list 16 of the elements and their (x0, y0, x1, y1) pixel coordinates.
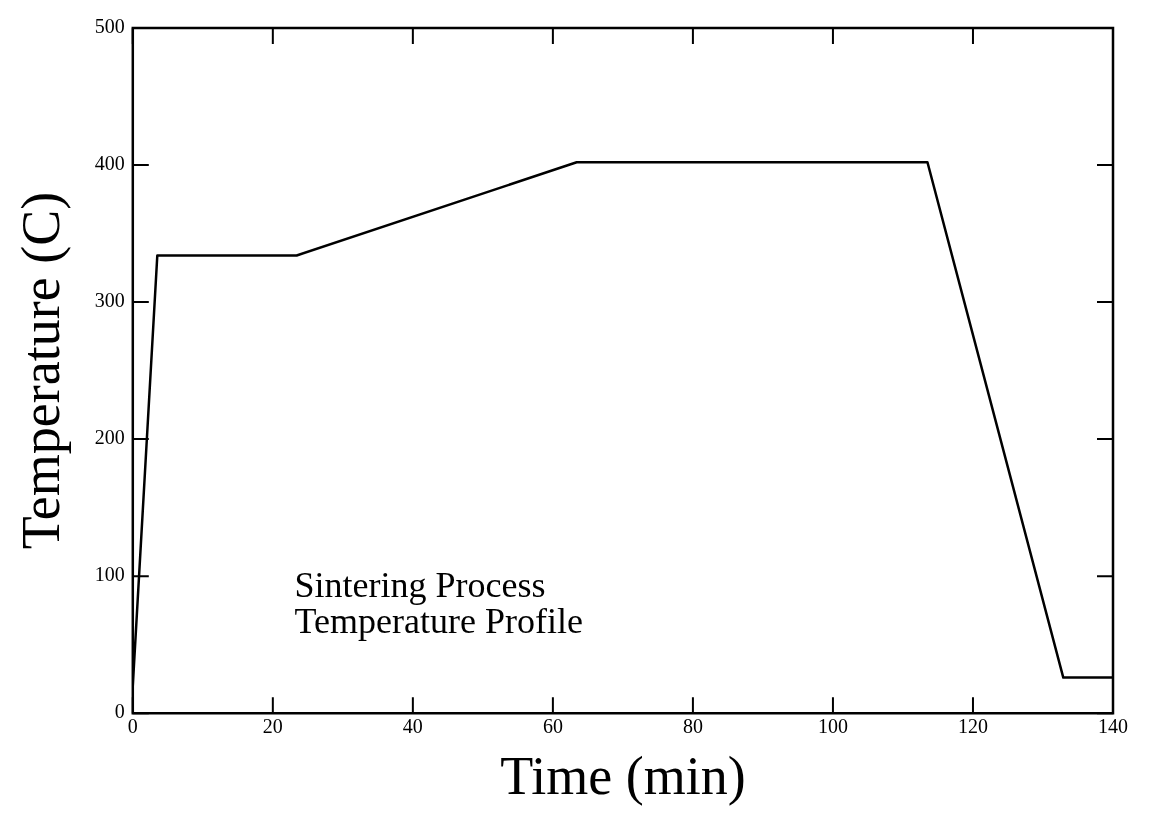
annotation: Sintering Process Temperature Profile (294, 564, 583, 641)
x-tick-label: 80 (682, 715, 703, 738)
x-tick-label: 140 (1098, 715, 1128, 738)
y-tick-label: 0 (114, 700, 125, 723)
x-tick-label: 40 (402, 715, 423, 738)
x-axis-title: Time (min) (500, 745, 746, 806)
x-tick-label: 120 (957, 715, 988, 738)
y-tick-label: 300 (94, 289, 125, 312)
y-tick-label: 100 (94, 563, 125, 586)
y-axis-title: Temperature (C) (10, 191, 71, 550)
y-tick-label: 200 (94, 426, 125, 449)
x-tick-label: 100 (817, 715, 848, 738)
x-tick-label: 20 (262, 715, 283, 738)
y-tick-label: 500 (94, 15, 125, 38)
x-tick-label: 60 (542, 715, 563, 738)
y-tick-label: 400 (94, 152, 125, 175)
